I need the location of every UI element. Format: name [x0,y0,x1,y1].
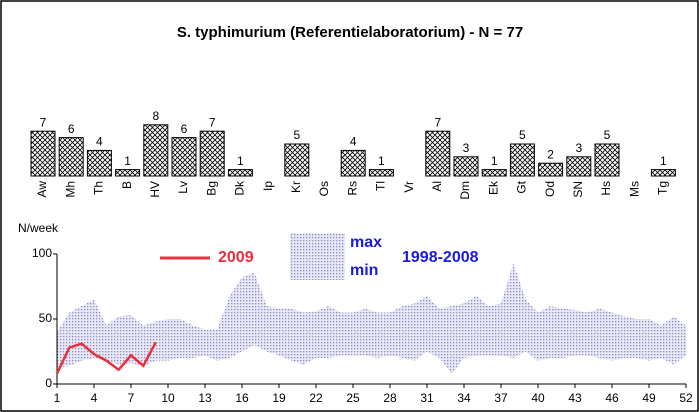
y-tick-label: 0 [45,376,52,390]
category-label: Od [543,181,557,197]
value-label: 1 [491,154,498,168]
x-tick-label: 16 [235,391,249,405]
x-tick-label: 31 [420,391,434,405]
y-tick-label: 100 [32,246,52,260]
category-label: Lv [176,181,190,194]
category-label: Rs [345,181,359,196]
x-tick-label: 40 [531,391,545,405]
bar [368,169,394,177]
category-label: Os [317,181,331,196]
x-tick-label: 34 [457,391,471,405]
category-label: Vr [402,181,416,193]
value-label: 4 [350,135,357,149]
x-tick-label: 7 [128,391,135,405]
bar [425,130,451,177]
bar [143,124,169,177]
category-label: Aw [35,181,49,198]
value-label: 6 [181,122,188,136]
category-label: Th [92,181,106,195]
bar [481,169,507,177]
value-label: 5 [293,128,300,142]
value-label: 5 [604,128,611,142]
legend-band-label: 1998-2008 [402,249,479,266]
x-tick-label: 52 [679,391,693,405]
category-label: Ek [486,180,500,195]
value-label: 6 [68,122,75,136]
bar [171,137,197,177]
category-label: Gt [515,180,529,193]
x-tick-label: 19 [272,391,286,405]
value-label: 2 [547,147,554,161]
bar [340,149,366,177]
bar [284,143,310,177]
bar [509,143,535,177]
category-label: HV [148,181,162,198]
legend-min-label: min [350,262,378,279]
category-label: Tl [374,181,388,191]
value-label: 1 [660,154,667,168]
value-label: 7 [40,115,47,129]
bar [199,130,225,177]
category-label: B [120,181,134,189]
category-label: Ms [627,181,641,197]
legend-band-swatch [290,233,345,280]
range-band [57,263,686,374]
category-label: Dk [233,180,247,196]
x-tick-label: 13 [198,391,212,405]
category-label: Kr [289,181,303,193]
value-label: 3 [463,141,470,155]
x-tick-label: 1 [54,391,61,405]
category-label: Al [430,181,444,192]
x-tick-label: 49 [642,391,656,405]
y-tick-label: 50 [39,311,53,325]
bar [86,149,112,177]
value-label: 3 [575,141,582,155]
x-tick-label: 25 [346,391,360,405]
x-tick-label: 43 [568,391,582,405]
category-label: Hs [599,181,613,196]
category-label: Mh [63,181,77,198]
value-label: 1 [378,154,385,168]
bar [227,169,253,177]
category-label: Tg [656,181,670,195]
bar [566,156,592,177]
bar [650,169,676,177]
bar [538,162,564,177]
bar [115,169,141,177]
category-label: Bg [204,181,218,196]
value-label: 5 [519,128,526,142]
x-tick-label: 10 [161,391,175,405]
category-label: Ip [261,181,275,191]
x-tick-label: 4 [91,391,98,405]
series-line [55,341,157,375]
value-label: 7 [434,115,441,129]
bar [453,156,479,177]
value-label: 1 [124,154,131,168]
value-label: 7 [209,115,216,129]
y-axis-label: N/week [18,221,59,235]
x-tick-label: 46 [605,391,619,405]
legend-label: 2009 [218,249,254,266]
bar [58,137,84,177]
value-label: 1 [237,154,244,168]
x-tick-label: 22 [309,391,323,405]
bar [30,130,56,177]
x-tick-label: 28 [383,391,397,405]
bar [594,143,620,177]
category-label: SN [571,181,585,198]
category-label: Dm [458,181,472,200]
x-tick-label: 37 [494,391,508,405]
legend-max-label: max [350,234,382,251]
value-label: 8 [152,109,159,123]
chart-title: S. typhimurium (Referentielaboratorium) … [177,24,523,41]
value-label: 4 [96,135,103,149]
